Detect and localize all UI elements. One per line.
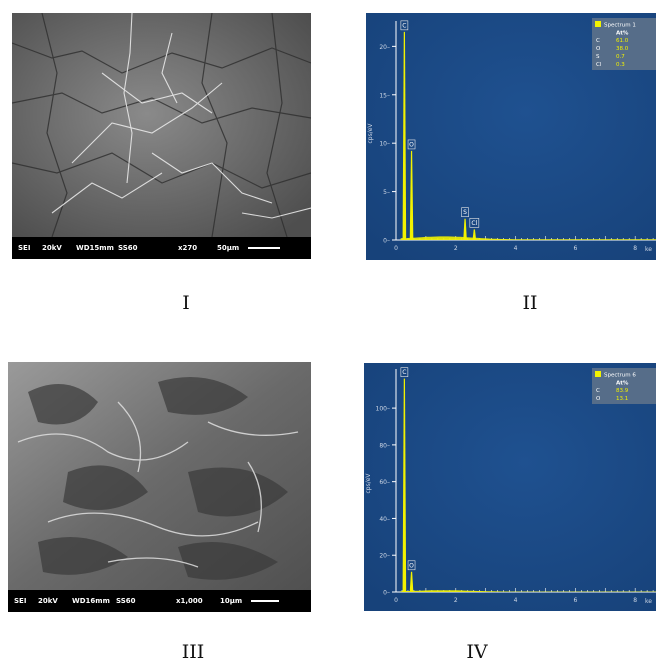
- peak-label-s: S: [463, 209, 467, 216]
- eds-spectrum-panel-iv: 0– 20– 40– 60– 80– 100– 0 2 4 6 8 ke cps/eV C O Spectru…: [364, 363, 656, 611]
- peak-label-c: C: [402, 369, 406, 376]
- y-axis-label: cps/eV: [367, 123, 374, 144]
- x-tick-label: 8: [633, 597, 637, 604]
- y-tick-label: 5–: [383, 189, 390, 196]
- sem-image-panel-iii: SEI 20kV WD16mm SS60 x1,000 10µm: [8, 362, 311, 612]
- caption-iii: III: [181, 641, 205, 663]
- y-tick-label: 10–: [379, 141, 390, 148]
- caption-i: I: [182, 292, 190, 314]
- legend-element: S: [596, 54, 600, 60]
- x-tick-label: 4: [514, 597, 518, 604]
- sem-mode-label: SEI: [14, 597, 27, 605]
- sem-wd-label: WD15mm: [76, 244, 114, 252]
- spectrum-peak-cl: [472, 229, 477, 240]
- x-tick-label: 4: [514, 245, 518, 252]
- sem-info-bar-i: SEI 20kV WD15mm SS60 x270 50µm: [12, 237, 311, 259]
- legend-title: Spectrum 6: [604, 373, 636, 379]
- sem-scale-label: 10µm: [220, 597, 243, 605]
- peak-label-box: [461, 207, 469, 217]
- legend-title: Spectrum 1: [604, 23, 636, 29]
- y-tick-label: 15–: [379, 92, 390, 99]
- y-tick-label: 80–: [379, 442, 390, 449]
- sem-voltage-label: 20kV: [38, 597, 58, 605]
- peak-label-box: [400, 367, 409, 377]
- x-tick-label: 6: [573, 597, 577, 604]
- y-tick-label: 0–: [383, 590, 390, 597]
- legend-element: C: [596, 388, 600, 394]
- spectrum-peak-o: [409, 150, 414, 240]
- eds-chart-iv: 0–20–40–60–80–100–0 2 4 6 8 kecps/eVCOSpectru…: [364, 363, 656, 611]
- legend-value: 0.7: [616, 54, 625, 60]
- sem-mode-label: SEI: [18, 244, 31, 252]
- x-tick-label: 2: [454, 245, 458, 252]
- x-tick-label: 0: [394, 245, 398, 252]
- legend-value: 61.0: [616, 38, 629, 44]
- peak-label-box: [469, 218, 480, 228]
- spectrum-continuum: [400, 590, 656, 592]
- caption-iv: IV: [466, 641, 488, 663]
- x-tick-label: 0: [394, 597, 398, 604]
- y-tick-label: 20–: [379, 553, 390, 560]
- sem-scale-label: 50µm: [217, 244, 240, 252]
- peak-label-box: [407, 560, 416, 571]
- legend-element: Cl: [596, 62, 602, 68]
- sem-info-bar-iii: SEI 20kV WD16mm SS60 x1,000 10µm: [8, 590, 311, 612]
- x-tick-label: 2: [454, 597, 458, 604]
- sem-voltage-label: 20kV: [42, 244, 62, 252]
- y-tick-label: 100–: [376, 406, 390, 413]
- sem-wd-label: WD16mm: [72, 597, 110, 605]
- y-tick-label: 20–: [379, 44, 390, 51]
- sem-scale-bar: [251, 600, 279, 602]
- sem-ss-label: SS60: [118, 244, 138, 252]
- peak-label-o: O: [409, 141, 414, 148]
- sem-ss-label: SS60: [116, 597, 136, 605]
- legend-value: 83.9: [616, 388, 629, 394]
- legend-element: C: [596, 38, 600, 44]
- legend-value: 38.0: [616, 46, 629, 52]
- legend-header: At%: [616, 381, 629, 387]
- sem-image-panel-i: SEI 20kV WD15mm SS60 x270 50µm: [12, 13, 311, 259]
- y-tick-label: 40–: [379, 516, 390, 523]
- legend-header: At%: [616, 31, 629, 37]
- x-tick-label: 6: [573, 245, 577, 252]
- caption-ii: II: [522, 292, 538, 314]
- legend-box: [592, 18, 656, 70]
- peak-label-c: C: [402, 22, 406, 29]
- x-axis-label: ke: [645, 598, 652, 605]
- x-axis-label: ke: [645, 246, 652, 253]
- legend-element: O: [596, 46, 601, 52]
- legend-value: 13.1: [616, 396, 628, 402]
- peak-label-box: [400, 20, 409, 31]
- legend-element: O: [596, 396, 601, 402]
- legend-box: [592, 368, 656, 404]
- eds-spectrum-panel-ii: 0– 5– 10– 15– 20– 0 2 4 6 8 ke cps/eV C O S Cl Spectrum …: [366, 13, 656, 260]
- sem-texture-i: [12, 13, 311, 237]
- legend-swatch: [595, 21, 601, 27]
- sem-texture-iii: [8, 362, 311, 590]
- sem-magnification-label: x1,000: [176, 597, 203, 605]
- peak-label-o: O: [409, 562, 414, 569]
- y-tick-label: 0–: [383, 238, 390, 245]
- legend-value: 0.3: [616, 62, 625, 68]
- spectrum-peak-o: [409, 571, 414, 592]
- sem-magnification-label: x270: [178, 244, 198, 252]
- y-axis-label: cps/eV: [365, 473, 372, 494]
- y-tick-label: 60–: [379, 479, 390, 486]
- spectrum-peak-s: [463, 218, 467, 240]
- x-tick-label: 8: [633, 245, 637, 252]
- peak-label-box: [407, 139, 416, 150]
- legend-swatch: [595, 371, 601, 377]
- sem-scale-bar: [248, 247, 280, 249]
- eds-chart-ii: 0–5–10–15–20–0 2 4 6 8 kecps/eVCOSClSpectrum …: [366, 13, 656, 260]
- peak-label-cl: Cl: [471, 220, 477, 227]
